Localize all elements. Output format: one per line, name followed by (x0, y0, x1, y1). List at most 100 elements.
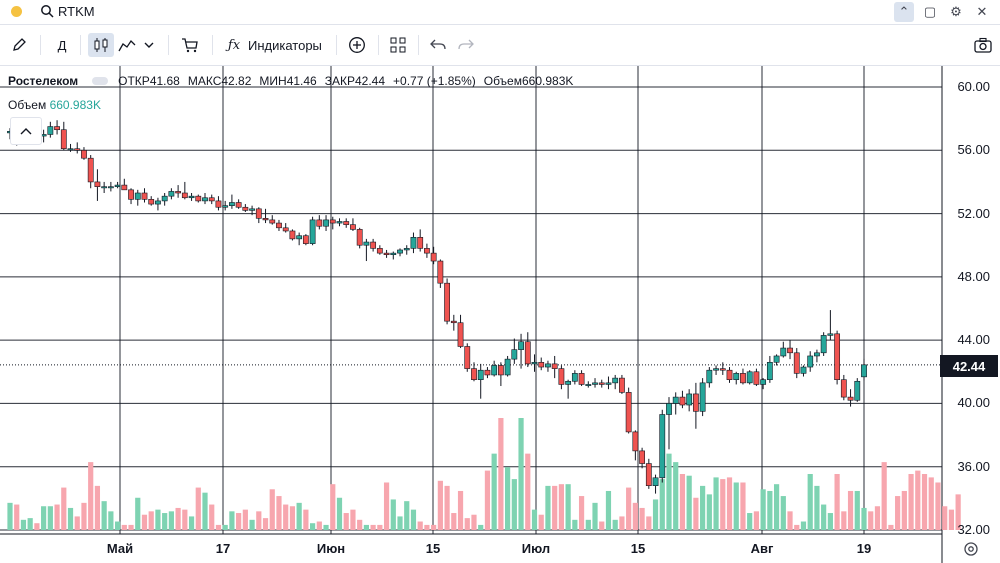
volume-bar (135, 497, 141, 530)
price-chart[interactable] (0, 66, 1000, 563)
legend-toggle[interactable] (92, 77, 109, 85)
grid-icon[interactable] (388, 33, 408, 57)
volume-bar (377, 524, 383, 530)
candle-body (323, 219, 329, 227)
candle-body (235, 202, 242, 208)
volume-bar (700, 485, 706, 530)
candle-body (524, 341, 531, 365)
candle-body (161, 195, 168, 202)
candle-body (814, 352, 820, 357)
candle-body (760, 379, 767, 385)
toolbar-divider (378, 35, 379, 55)
top-bar: RTKM ⌃ ▢ ⚙ ✕ (0, 0, 1000, 25)
candle-body (336, 221, 343, 224)
toolbar-divider (212, 35, 213, 55)
volume-bar (7, 502, 13, 530)
chevron-down-icon[interactable] (141, 33, 157, 57)
volume-bar (464, 518, 470, 530)
chevron-up-icon[interactable]: ⌃ (894, 2, 914, 22)
candle-body (255, 208, 262, 219)
volume-bar (874, 506, 881, 530)
candle-body (578, 373, 585, 385)
candle-body (376, 248, 383, 254)
pencil-icon[interactable] (8, 33, 30, 57)
fx-icon[interactable]: ƒx (227, 37, 241, 53)
candle-body (410, 237, 417, 249)
indicators-button[interactable]: Индикаторы (248, 37, 322, 53)
candle-body (222, 205, 229, 208)
volume-bar (935, 482, 941, 530)
volume-bar (666, 453, 672, 530)
volume-bar (619, 516, 625, 530)
volume-bar (478, 524, 484, 530)
volume-bar (141, 514, 148, 530)
cart-icon[interactable] (178, 33, 202, 57)
window-icon[interactable]: ▢ (923, 4, 937, 19)
candle-body (518, 341, 524, 350)
candle-body (450, 320, 457, 324)
symbol-name[interactable]: Ростелеком (8, 74, 79, 88)
volume-bar (726, 477, 733, 530)
candle-body (699, 382, 706, 412)
volume-bar (437, 480, 443, 530)
camera-icon[interactable] (972, 33, 994, 57)
area-icon[interactable] (116, 33, 138, 57)
symbol-search-field[interactable]: RTKM (58, 4, 95, 19)
candle-body (854, 380, 861, 401)
candle-body (538, 361, 545, 368)
collapse-legend-button[interactable] (10, 117, 42, 145)
candle-body (87, 157, 94, 183)
candle-body (229, 202, 235, 206)
volume-bar (114, 521, 121, 530)
volume-bar (639, 507, 645, 530)
volume-bar (363, 524, 369, 530)
candle-body (733, 373, 740, 380)
search-icon[interactable] (40, 4, 54, 18)
x-tick-label: Май (106, 541, 134, 556)
plus-circle-icon[interactable] (346, 33, 368, 57)
toolbar-divider (418, 35, 419, 55)
candle-body (780, 347, 787, 357)
volume-bar (659, 479, 665, 530)
candle-body (598, 382, 605, 385)
interval-button[interactable]: Д (57, 37, 67, 53)
volume-bar (612, 519, 618, 530)
volume-bar (222, 524, 228, 530)
volume-bar (578, 496, 585, 530)
candle-body (847, 396, 854, 401)
candle-body (424, 248, 430, 254)
candle-body (652, 477, 659, 486)
candle-body (612, 377, 619, 384)
candle-body (477, 369, 484, 380)
candle-body (571, 373, 578, 382)
candle-body (282, 227, 289, 232)
volume-bar (188, 516, 195, 530)
volume-bar (61, 487, 67, 530)
redo-icon[interactable] (456, 33, 476, 57)
volume-bar (928, 477, 934, 530)
candles-icon[interactable] (88, 33, 114, 57)
volume-bar (330, 484, 336, 530)
candle-body (639, 450, 645, 464)
volume-bar (834, 474, 840, 530)
volume-bar (383, 482, 390, 530)
volume-bar (215, 524, 222, 530)
volume-bar (693, 497, 699, 530)
volume-bar (841, 511, 847, 530)
y-tick-label: 36.00 (957, 458, 990, 474)
candle-body (753, 371, 760, 385)
gear-icon[interactable] (963, 541, 979, 560)
volume-bar (283, 504, 289, 530)
volume-bar (410, 509, 417, 530)
volume-bar (195, 487, 201, 530)
undo-icon[interactable] (428, 33, 448, 57)
candle-body (706, 369, 713, 384)
volume-bar (202, 492, 208, 530)
volume-bar (626, 487, 632, 530)
gear-icon[interactable]: ⚙ (950, 4, 962, 19)
candle-body (276, 222, 282, 229)
candle-body (746, 371, 753, 384)
candle-body (713, 368, 719, 371)
close-icon[interactable]: ✕ (976, 4, 988, 19)
candle-body (497, 365, 504, 376)
